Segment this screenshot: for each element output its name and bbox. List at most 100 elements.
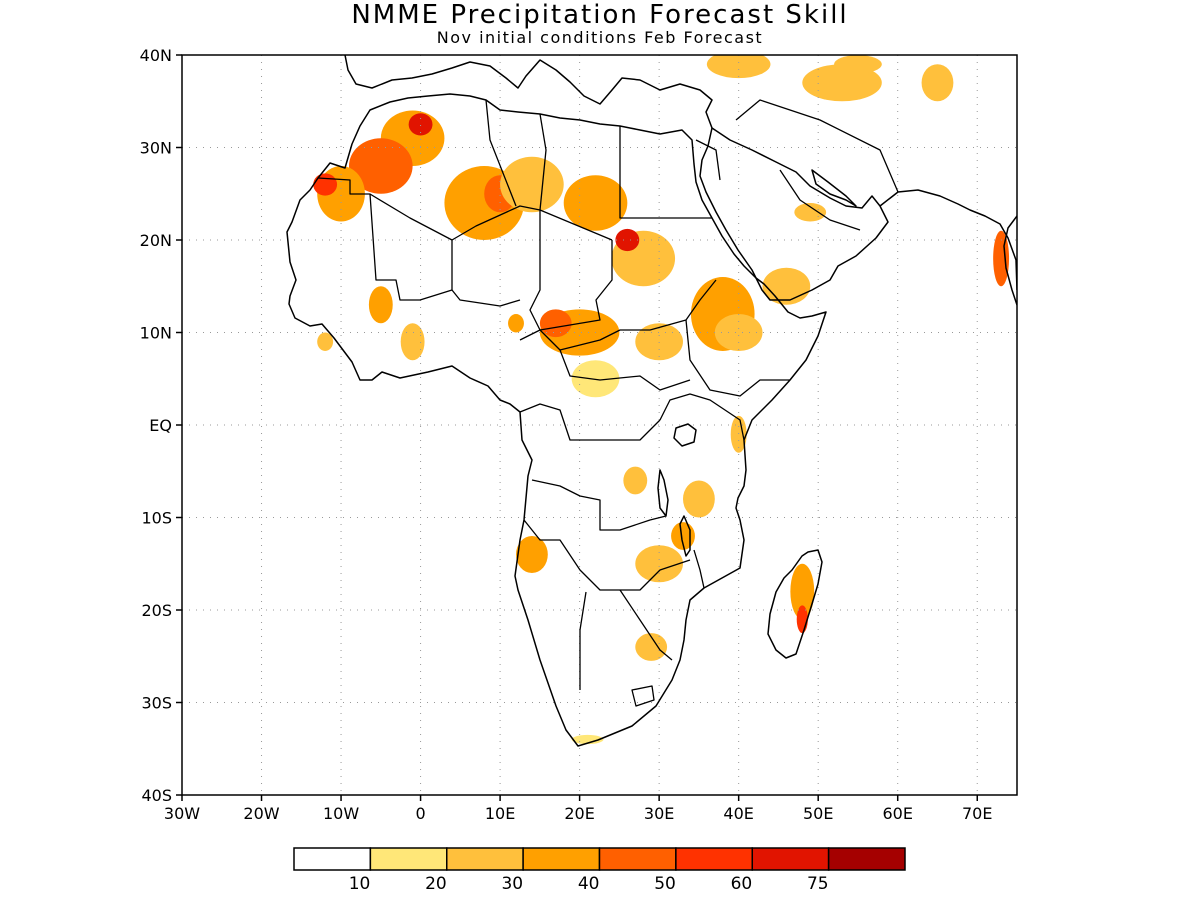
skill-region: [706, 55, 771, 79]
arabia-coastline: [699, 127, 889, 301]
border-line: [531, 479, 667, 531]
border-line: [539, 113, 547, 211]
skill-region: [714, 314, 763, 351]
coastlines-and-borders: [286, 55, 1017, 747]
border-line: [369, 193, 453, 301]
lat-tick-label: 40S: [141, 786, 172, 805]
border-line: [779, 169, 861, 231]
border-line: [631, 685, 655, 707]
border-line: [685, 319, 790, 397]
lon-tick-label: 70E: [962, 804, 992, 823]
colorbar-label: 40: [578, 874, 600, 894]
skill-region: [635, 545, 684, 583]
colorbar-swatch: [369, 847, 448, 871]
border-line: [619, 589, 673, 661]
lat-tick-label: 20N: [140, 231, 172, 250]
colorbar-swatch: [751, 847, 830, 871]
colorbar-swatch: [827, 847, 906, 871]
chart-title: NMME Precipitation Forecast Skill: [351, 0, 849, 30]
skill-region: [563, 175, 628, 231]
chart-subtitle: Nov initial conditions Feb Forecast: [436, 28, 764, 47]
border-line: [659, 393, 745, 441]
border-line: [693, 549, 705, 589]
border-line: [539, 240, 613, 331]
border-line: [519, 210, 541, 341]
colorbar-label: 10: [349, 874, 371, 894]
colorbar-legend: 10 20 30 40 50 60 75: [293, 847, 906, 894]
skill-region: [368, 286, 393, 324]
skill-region: [508, 314, 524, 333]
skill-shading: [313, 55, 1010, 745]
skill-region: [623, 466, 648, 495]
lon-tick-label: 20W: [243, 804, 279, 823]
border-line: [485, 99, 517, 207]
middle-east-coastline: [879, 189, 1017, 291]
persian-gulf: [811, 169, 857, 207]
skill-region: [317, 332, 334, 351]
skill-region: [635, 633, 668, 661]
lake-victoria: [673, 423, 697, 447]
colorbar-swatch: [293, 847, 372, 871]
skill-region: [539, 309, 572, 338]
lat-tick-label: 20S: [141, 601, 172, 620]
skill-region: [408, 113, 433, 136]
lake-malawi: [679, 515, 691, 557]
colorbar-label: 50: [654, 874, 676, 894]
border-line: [695, 139, 721, 181]
lon-tick-label: 10W: [323, 804, 359, 823]
lon-tick-label: 10E: [485, 804, 515, 823]
lat-tick-label: 10S: [141, 509, 172, 528]
plot-frame: [181, 54, 1018, 796]
skill-region: [615, 228, 640, 252]
skill-region: [683, 480, 715, 518]
lat-tick-label: 30S: [141, 694, 172, 713]
colorbar-swatch: [675, 847, 753, 871]
lon-tick-label: 20E: [564, 804, 594, 823]
colorbar-label: 75: [807, 874, 829, 894]
colorbar-label: 20: [425, 874, 447, 894]
madagascar-coastline: [767, 549, 823, 659]
border-line: [523, 519, 691, 591]
lat-tick-label: 10N: [140, 324, 172, 343]
lon-tick-label: 60E: [882, 804, 912, 823]
border-line: [579, 591, 587, 690]
skill-region: [313, 173, 338, 196]
colorbar-label: 60: [731, 874, 753, 894]
india-coastline: [1003, 215, 1017, 306]
skill-region: [993, 230, 1010, 287]
skill-region: [516, 536, 548, 573]
lon-tick-label: 40E: [723, 804, 753, 823]
country-borders: [317, 99, 899, 707]
grid-lines: [182, 55, 1017, 795]
skill-region: [790, 563, 815, 620]
border-line: [559, 349, 691, 391]
europe-coastline: [344, 55, 713, 129]
lon-tick-label: 50E: [803, 804, 833, 823]
skill-region: [834, 55, 882, 74]
colorbar-swatch: [446, 847, 524, 871]
border-line: [451, 289, 521, 307]
lat-tick-label: 40N: [140, 46, 172, 65]
skill-region: [635, 323, 684, 361]
border-line: [735, 99, 899, 193]
lat-tick-label: 30N: [140, 139, 172, 158]
colorbar-label: 30: [501, 874, 523, 894]
skill-region: [921, 64, 954, 102]
lon-tick-label: 30E: [644, 804, 674, 823]
border-line: [519, 403, 661, 441]
border-line: [539, 279, 717, 351]
colorbar-swatch: [598, 847, 677, 871]
skill-region: [802, 64, 882, 102]
lat-tick-label: EQ: [149, 416, 172, 435]
lon-tick-label: 30W: [164, 804, 200, 823]
skill-region: [349, 138, 413, 194]
skill-region: [794, 203, 827, 222]
border-line: [619, 126, 712, 219]
border-line: [451, 205, 613, 241]
lake-tanganyika: [657, 469, 669, 517]
skill-region: [500, 156, 564, 213]
lon-tick-label: 0: [415, 804, 425, 823]
colorbar-swatch: [522, 847, 601, 871]
